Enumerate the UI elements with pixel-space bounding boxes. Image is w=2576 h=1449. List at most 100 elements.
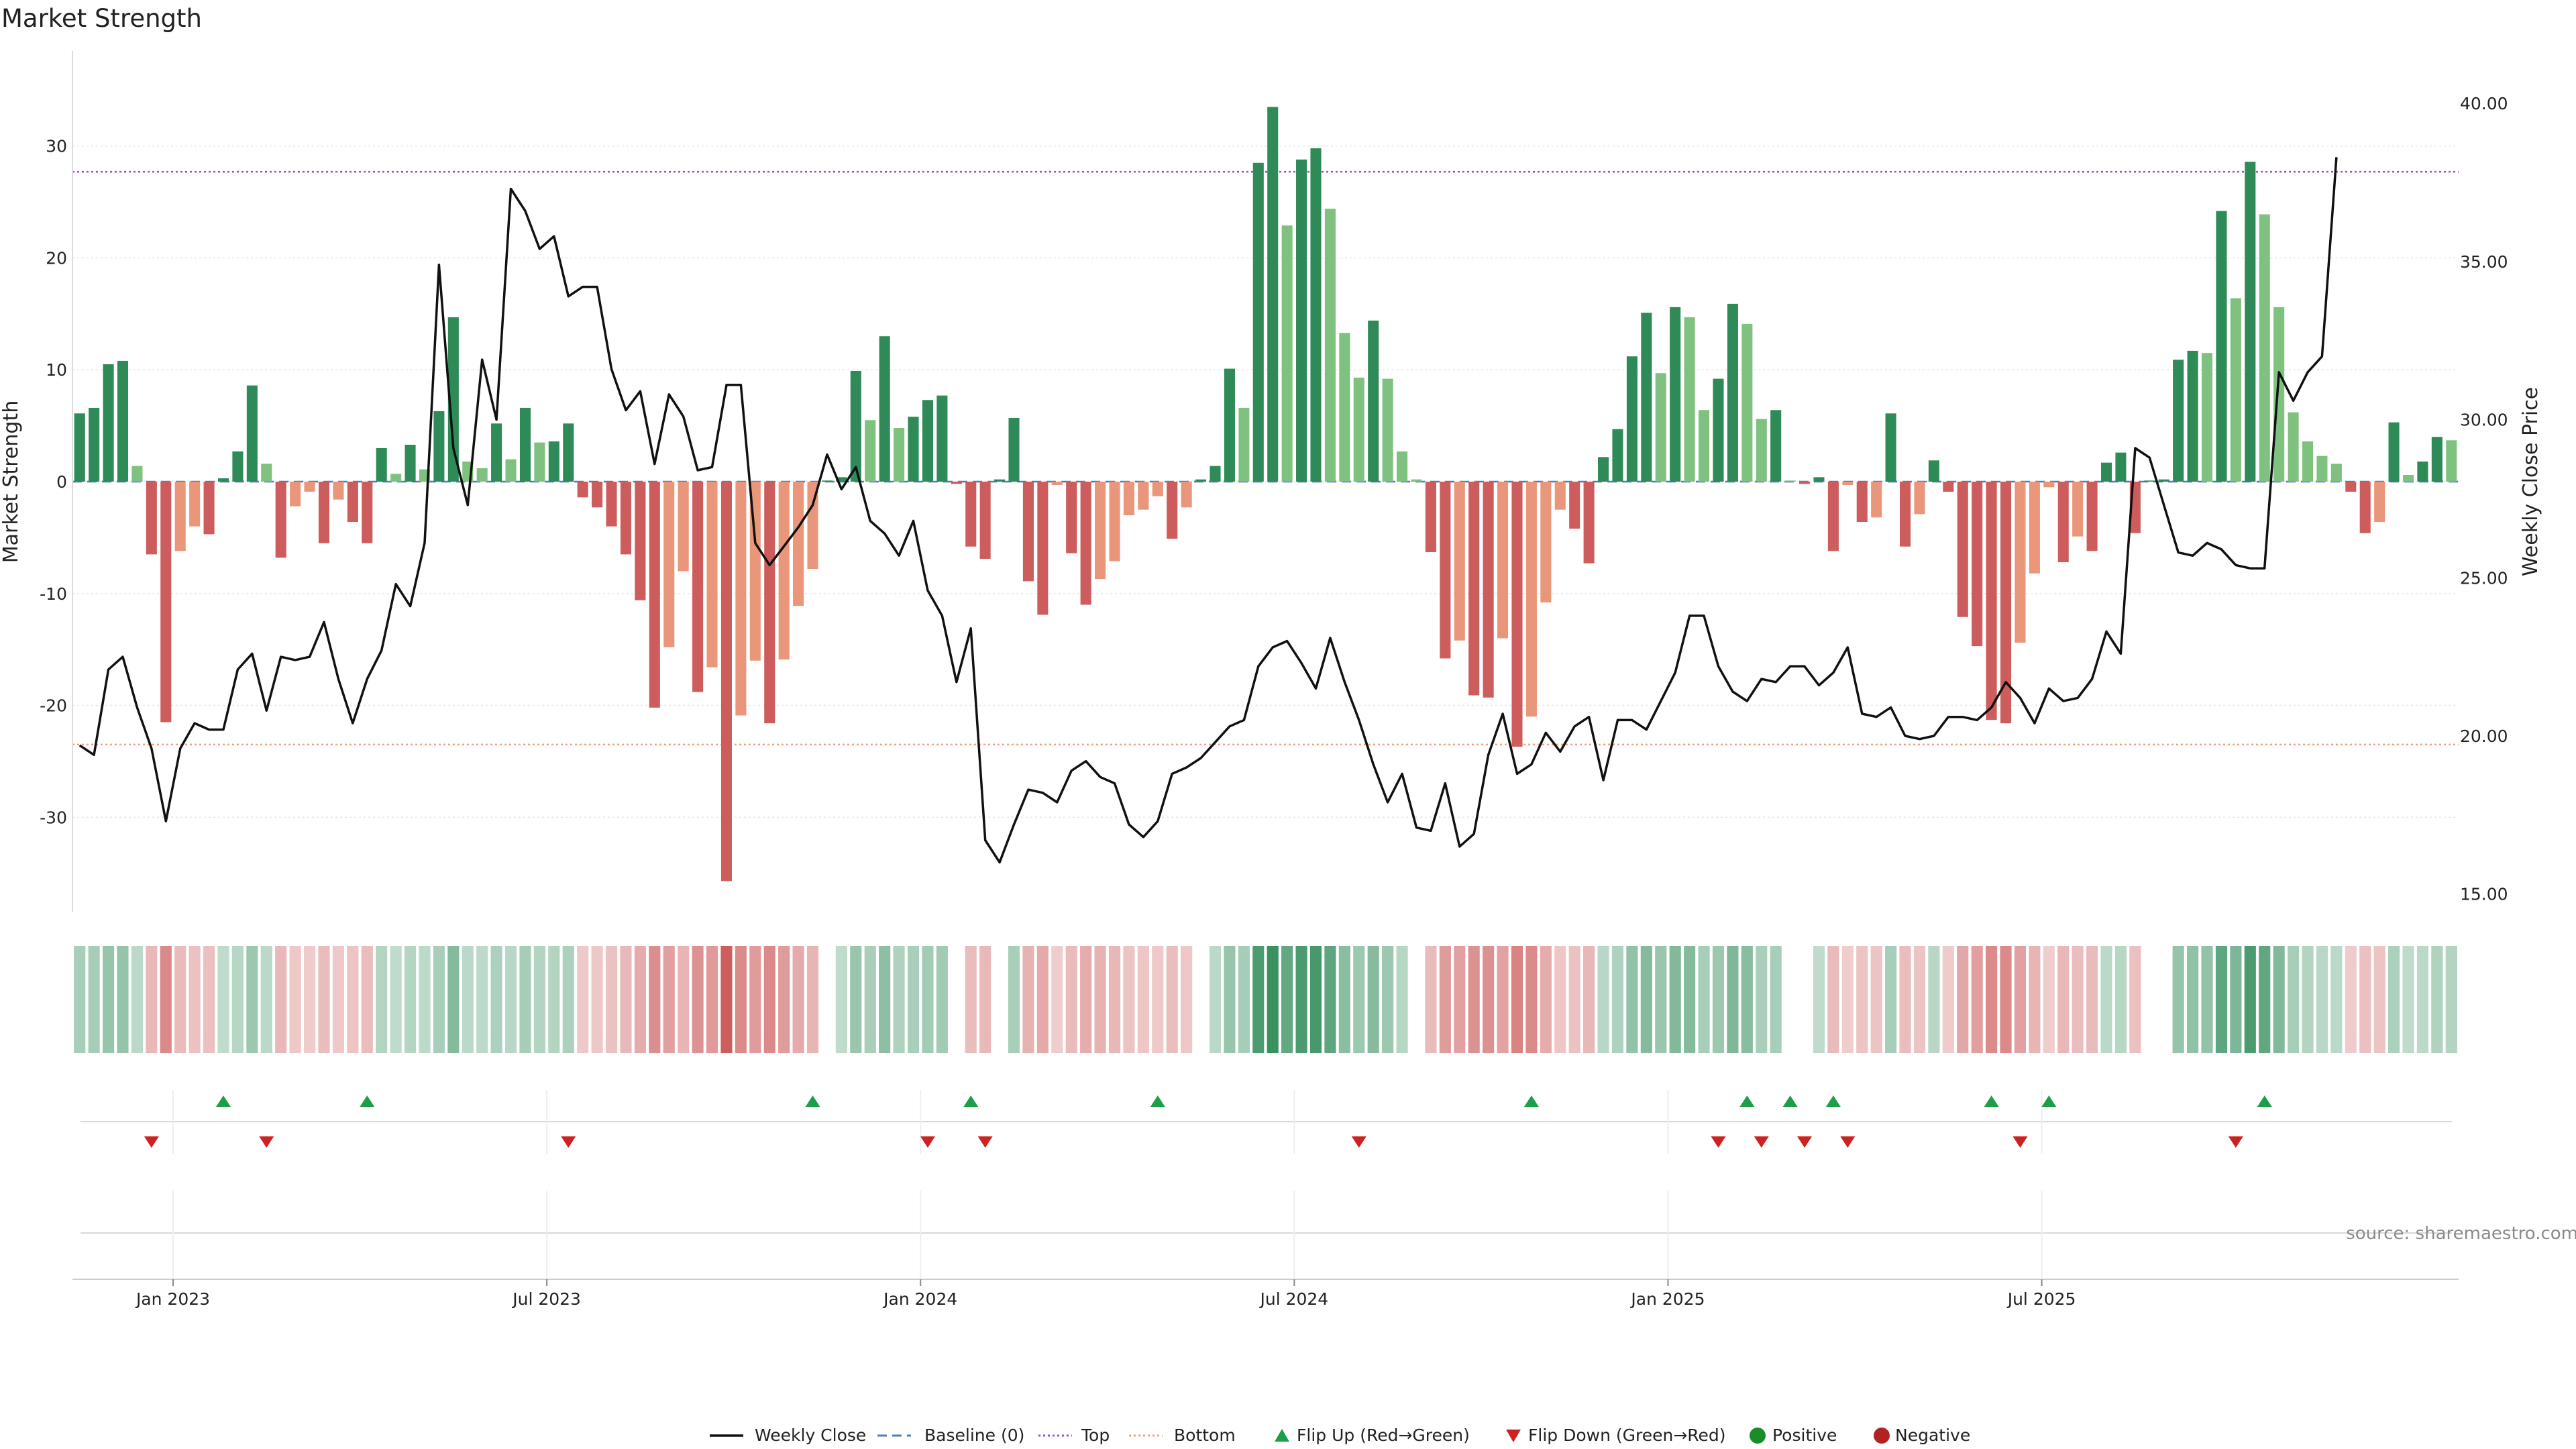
- y-tick-label-left: 10: [46, 360, 67, 380]
- strength-bar: [706, 482, 718, 667]
- legend-icon-flip-up: [1275, 1429, 1289, 1442]
- flip-down-marker: [2228, 1136, 2243, 1148]
- strength-bar: [1224, 368, 1235, 482]
- heatmap-cell: [1712, 946, 1725, 1053]
- strength-bar: [1095, 482, 1106, 580]
- y-tick-label-right: 15.00: [2460, 885, 2508, 904]
- heatmap-cell: [1137, 946, 1149, 1053]
- strength-bar: [1511, 482, 1523, 747]
- heatmap-cell: [1841, 946, 1854, 1053]
- strength-bar: [1727, 303, 1738, 482]
- strength-bar: [2000, 482, 2012, 724]
- flip-down-marker: [1711, 1136, 1726, 1148]
- strength-bar: [1238, 407, 1250, 482]
- heatmap-cell: [678, 946, 690, 1053]
- heatmap-cell: [1655, 946, 1667, 1053]
- strength-bar: [117, 360, 129, 482]
- price-line-layer: [78, 157, 2338, 864]
- flip-up-marker: [1739, 1095, 1755, 1107]
- strength-bar: [2345, 482, 2357, 492]
- heatmap-cell: [1281, 946, 1293, 1053]
- heatmap-cell: [1856, 946, 1868, 1053]
- legend: Weekly Close Baseline (0) Top Bottom Flip Up…: [710, 1426, 1970, 1445]
- heatmap-cell: [1698, 946, 1710, 1053]
- strength-bar: [1051, 482, 1063, 486]
- heatmap-cell: [2100, 946, 2112, 1053]
- heatmap-cell: [303, 946, 316, 1053]
- heatmap-cell: [2072, 946, 2084, 1053]
- heatmap-cell: [519, 946, 531, 1053]
- strength-bar: [577, 482, 588, 498]
- heatmap-cell: [2201, 946, 2213, 1053]
- heatmap-cell: [404, 946, 417, 1053]
- heatmap-cell: [1497, 946, 1509, 1053]
- strength-bar: [1483, 482, 1494, 698]
- strength-bar: [2043, 482, 2055, 488]
- flip-up-marker: [1782, 1095, 1798, 1107]
- legend-icon-positive: [1750, 1428, 1766, 1444]
- heatmap-cell: [1669, 946, 1681, 1053]
- heatmap-cell: [1813, 946, 1825, 1053]
- heatmap-cell: [591, 946, 603, 1053]
- heatmap-cell: [1483, 946, 1495, 1053]
- strength-bar: [1138, 482, 1149, 510]
- strength-bar: [261, 464, 272, 482]
- strength-bar: [850, 370, 861, 482]
- heatmap-cell: [347, 946, 359, 1053]
- heatmap-cell: [476, 946, 488, 1053]
- heatmap-cell: [749, 946, 761, 1053]
- strength-bar: [1899, 482, 1911, 547]
- heatmap-cell: [2431, 946, 2443, 1053]
- x-tick-label: Jan 2024: [882, 1289, 957, 1309]
- strength-bar: [1454, 482, 1465, 641]
- strength-bar: [1827, 482, 1839, 551]
- strength-bar: [1641, 313, 1652, 482]
- heatmap-cell: [1080, 946, 1092, 1053]
- strength-bar: [1713, 378, 1724, 482]
- heatmap-cell: [792, 946, 804, 1053]
- strength-bar: [2158, 479, 2169, 482]
- heatmap-cell: [1252, 946, 1265, 1053]
- heatmap-cell: [2000, 946, 2012, 1053]
- legend-label: Positive: [1772, 1426, 1837, 1445]
- strength-bar: [362, 482, 373, 543]
- strength-bar: [318, 482, 330, 543]
- heatmap-cell: [2388, 946, 2400, 1053]
- strength-bar: [1670, 307, 1681, 482]
- strength-bar: [519, 407, 531, 482]
- heatmap-cell: [2273, 946, 2285, 1053]
- strength-bar: [2029, 482, 2040, 574]
- legend-icon-flip-down: [1506, 1430, 1521, 1442]
- flip-up-marker: [1523, 1095, 1539, 1107]
- heatmap-cell: [1338, 946, 1350, 1053]
- heatmap-cell: [979, 946, 991, 1053]
- flip-down-marker: [1797, 1136, 1813, 1148]
- reference-lines: [72, 170, 2459, 746]
- strength-bar: [246, 385, 258, 482]
- strength-bar: [1741, 323, 1753, 482]
- heatmap-cell: [2259, 946, 2271, 1053]
- heatmap-cell: [562, 946, 574, 1053]
- source-note: source: sharemaestro.com: [2346, 1224, 2576, 1244]
- strength-bar: [405, 444, 416, 482]
- strength-bar: [290, 482, 301, 506]
- strength-bar: [1583, 482, 1595, 564]
- strength-bar: [447, 317, 459, 482]
- strength-bar: [1008, 417, 1020, 482]
- strength-bar: [505, 459, 517, 482]
- strength-bar: [2402, 474, 2414, 482]
- heatmap-cell: [907, 946, 920, 1053]
- heatmap-cell: [835, 946, 847, 1053]
- heatmap-cell: [2402, 946, 2414, 1053]
- strength-bar: [2187, 350, 2198, 482]
- strength-bar: [865, 420, 876, 482]
- strength-bar: [2259, 214, 2270, 482]
- strength-bar: [2302, 441, 2314, 482]
- heatmap-cell: [1425, 946, 1437, 1053]
- strength-bar: [908, 417, 919, 482]
- strength-bar: [1813, 477, 1825, 482]
- heatmap-cell: [490, 946, 502, 1053]
- heatmap-cell: [778, 946, 790, 1053]
- heatmap-cell: [1986, 946, 1998, 1053]
- strength-bar: [1425, 482, 1436, 553]
